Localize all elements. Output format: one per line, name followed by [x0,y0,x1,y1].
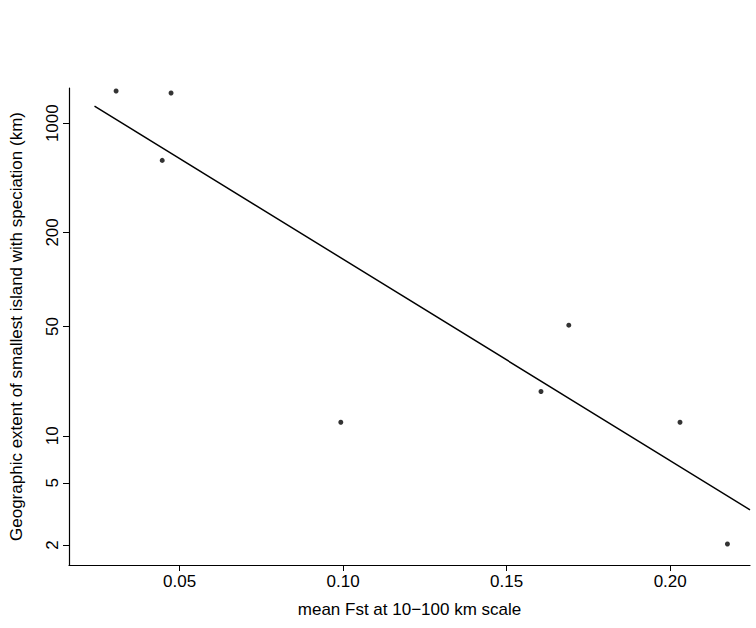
svg-text:0.05: 0.05 [163,572,196,591]
svg-text:mean Fst at 10−100 km scale: mean Fst at 10−100 km scale [298,600,521,619]
svg-text:2: 2 [43,540,62,549]
svg-text:200: 200 [43,218,62,246]
svg-text:0.15: 0.15 [490,572,523,591]
svg-text:0.20: 0.20 [654,572,687,591]
svg-text:Geographic extent of smallest: Geographic extent of smallest island wit… [7,112,26,541]
svg-text:50: 50 [43,317,62,336]
svg-text:10: 10 [43,426,62,445]
svg-text:5: 5 [43,478,62,487]
svg-text:0.10: 0.10 [327,572,360,591]
svg-text:1000: 1000 [43,104,62,142]
